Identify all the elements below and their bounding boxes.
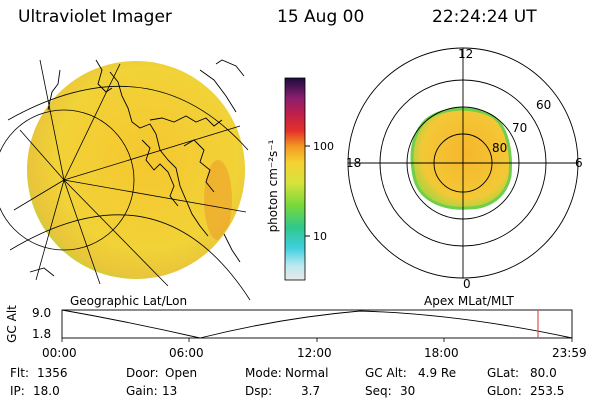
time-label: 22:24:24 UT: [432, 7, 537, 27]
polar-label-18: 18: [346, 156, 362, 170]
glon-label: GLon:: [487, 384, 522, 398]
dsp-value: 3.7: [301, 384, 321, 398]
gain-value: 13: [162, 384, 178, 398]
earth-disk: [27, 61, 245, 279]
time-tick-0000: 00:00: [42, 346, 77, 360]
polar-label-0: 0: [463, 277, 471, 291]
colorbar: [284, 77, 306, 281]
colorbar-unit-label: photon cm⁻²s⁻¹: [266, 139, 280, 233]
polar-lat-60: 60: [536, 98, 552, 112]
ip-value: 18.0: [33, 384, 60, 398]
altitude-curve: [61, 309, 573, 339]
auroral-oval: [410, 107, 512, 210]
seq-value: 30: [400, 384, 416, 398]
earth-disk-image: [0, 59, 251, 301]
gc-alt-axis-label: GC Alt: [5, 305, 19, 343]
right-panel-title: Apex MLat/MLT: [424, 294, 514, 308]
polar-plot: [347, 47, 579, 279]
polar-lat-80: 80: [492, 141, 508, 155]
glat-value: 80.0: [530, 366, 557, 380]
flt-label: Flt:: [10, 366, 29, 380]
polar-lat-70: 70: [512, 121, 528, 135]
time-axis-ticks: [61, 338, 573, 342]
altitude-plot: [61, 309, 573, 342]
left-panel-title: Geographic Lat/Lon: [70, 294, 188, 308]
gain-label: Gain:: [126, 384, 158, 398]
time-tick-0600: 06:00: [169, 346, 204, 360]
seq-label: Seq:: [365, 384, 392, 398]
gc-alt-label: GC Alt:: [365, 366, 407, 380]
alt-tick-bottom: 1.8: [32, 327, 52, 341]
flt-value: 1356: [37, 366, 68, 380]
colorbar-label-100: 100: [313, 140, 334, 153]
gc-alt-value: 4.9 Re: [418, 366, 457, 380]
time-tick-2359: 23:59: [552, 346, 587, 360]
instrument-title: Ultraviolet Imager: [18, 7, 172, 27]
mode-value: Normal: [285, 366, 329, 380]
door-value: Open: [165, 366, 198, 380]
glat-label: GLat:: [487, 366, 520, 380]
dsp-label: Dsp:: [245, 384, 273, 398]
coastlines: [29, 59, 245, 277]
lat-lon-grid: [0, 59, 251, 301]
polar-label-12: 12: [458, 47, 474, 61]
door-label: Door:: [126, 366, 159, 380]
ip-label: IP:: [10, 384, 25, 398]
hot-region: [204, 160, 232, 240]
alt-tick-top: 9.0: [32, 306, 52, 320]
colorbar-label-10: 10: [313, 230, 327, 243]
time-tick-1200: 12:00: [297, 346, 332, 360]
altitude-frame: [61, 309, 573, 339]
glon-value: 253.5: [530, 384, 565, 398]
date-label: 15 Aug 00: [277, 7, 365, 27]
mode-label: Mode:: [245, 366, 282, 380]
time-tick-1800: 18:00: [424, 346, 459, 360]
polar-label-6: 6: [575, 156, 583, 170]
